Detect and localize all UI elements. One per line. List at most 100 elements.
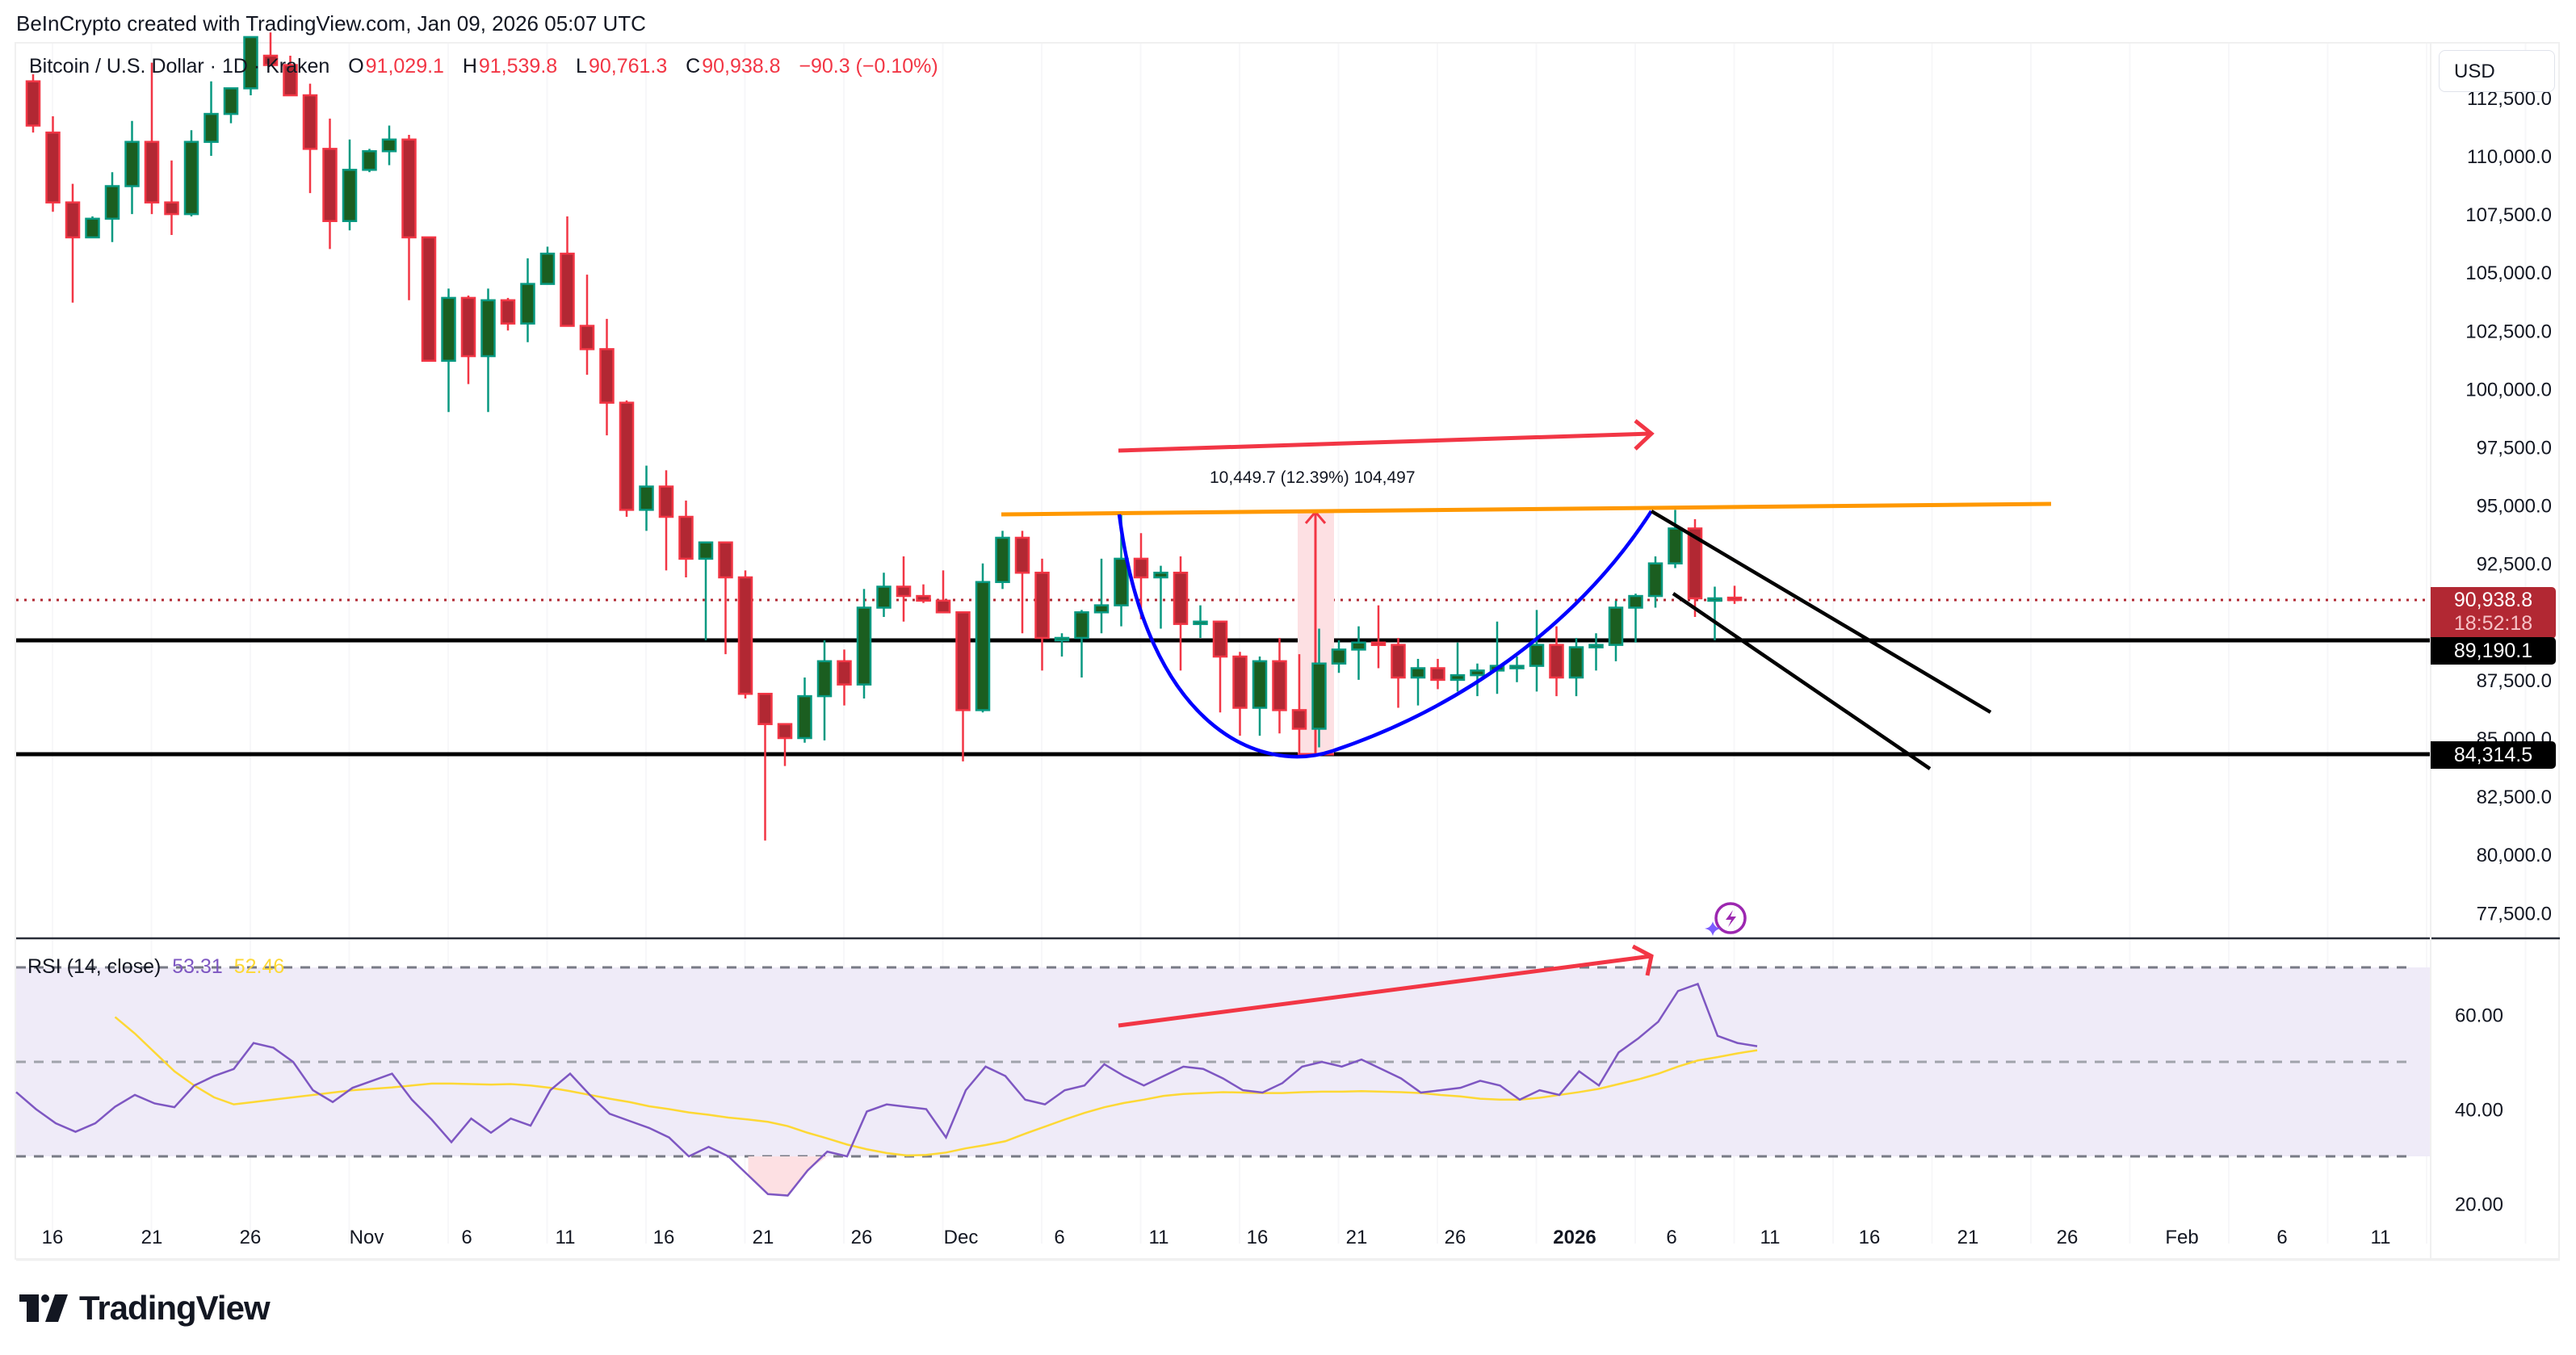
candle bbox=[1608, 600, 1624, 661]
time-tick: 26 bbox=[240, 1227, 262, 1248]
candle bbox=[1568, 637, 1584, 697]
candle bbox=[1410, 658, 1426, 706]
candle bbox=[25, 74, 41, 133]
candle bbox=[975, 563, 991, 713]
rsi-ma-line bbox=[114, 1016, 1758, 1157]
candle bbox=[1370, 605, 1387, 669]
time-tick: 26 bbox=[851, 1227, 873, 1248]
candle bbox=[223, 87, 239, 124]
support-price-tag: 84,314.5 bbox=[2431, 741, 2556, 769]
candle bbox=[678, 500, 694, 578]
candle bbox=[1351, 626, 1366, 680]
currency-button[interactable]: USD bbox=[2439, 50, 2555, 92]
candle bbox=[698, 541, 714, 640]
channel-upper-line[interactable] bbox=[1650, 510, 1992, 714]
candle bbox=[480, 288, 496, 413]
tradingview-logo-icon bbox=[19, 1294, 68, 1322]
candle bbox=[737, 570, 753, 698]
candle bbox=[1252, 657, 1268, 736]
candle bbox=[797, 678, 812, 743]
symbol-title[interactable]: Bitcoin / U.S. Dollar · 1D · Kraken bbox=[29, 55, 330, 78]
candle bbox=[599, 318, 615, 436]
rsi-ma-value: 52.46 bbox=[233, 955, 285, 978]
candle bbox=[1430, 658, 1445, 690]
time-tick: 11 bbox=[2371, 1227, 2391, 1248]
time-tick: 16 bbox=[1859, 1227, 1881, 1248]
candle bbox=[1193, 605, 1208, 638]
channel-lower-line[interactable] bbox=[1672, 592, 1932, 770]
candle bbox=[916, 584, 931, 603]
candle bbox=[1549, 626, 1564, 697]
bar-countdown: 18:52:18 bbox=[2453, 612, 2533, 635]
candle bbox=[560, 216, 575, 327]
price-tick: 77,500.0 bbox=[2477, 903, 2552, 925]
candle bbox=[816, 640, 833, 740]
low-label: L bbox=[576, 55, 587, 78]
candle bbox=[955, 611, 971, 761]
candle bbox=[1391, 637, 1406, 708]
price-axis[interactable]: 112,500.0110,000.0107,500.0105,000.0102,… bbox=[2430, 44, 2552, 1260]
candle bbox=[1509, 657, 1525, 682]
price-tick: 110,000.0 bbox=[2467, 146, 2552, 168]
last-price-tag: 90,938.8 18:52:18 bbox=[2431, 587, 2556, 639]
symbol-legend: Bitcoin / U.S. Dollar · 1D · Kraken O91,… bbox=[29, 55, 940, 78]
price-trend-arrow bbox=[1118, 431, 1652, 453]
candle bbox=[362, 149, 377, 173]
candle bbox=[401, 135, 417, 300]
time-tick: 11 bbox=[1149, 1227, 1169, 1248]
brand-name: TradingView bbox=[79, 1289, 271, 1327]
candle bbox=[1489, 621, 1505, 694]
candle bbox=[639, 465, 654, 531]
candle bbox=[203, 81, 219, 156]
price-tick: 97,500.0 bbox=[2477, 438, 2552, 459]
rsi-legend[interactable]: RSI (14, close) 53.31 52.46 bbox=[27, 955, 284, 979]
price-tick: 102,500.0 bbox=[2465, 321, 2552, 342]
rsi-oversold-fill bbox=[748, 1156, 828, 1196]
ascending-resistance-line[interactable] bbox=[1001, 501, 2052, 517]
candle bbox=[164, 160, 179, 236]
close-value: 90,938.8 bbox=[702, 55, 781, 78]
rsi-trend-arrow bbox=[1118, 954, 1652, 1028]
candle bbox=[1529, 610, 1545, 692]
price-tick: 80,000.0 bbox=[2477, 845, 2552, 866]
time-tick: 21 bbox=[1346, 1227, 1368, 1248]
price-tick: 82,500.0 bbox=[2477, 787, 2552, 808]
price-tick: 92,500.0 bbox=[2477, 554, 2552, 576]
price-arrow-head bbox=[1634, 419, 1655, 451]
rsi-tick: 20.00 bbox=[2455, 1194, 2503, 1216]
lightning-sparkle-icon[interactable] bbox=[1705, 902, 1747, 936]
candle bbox=[1074, 610, 1089, 678]
candle bbox=[421, 236, 437, 363]
rsi-axis[interactable]: 60.00 40.00 20.00 bbox=[2455, 1005, 2503, 1216]
time-axis[interactable]: 16 21 26 Nov 6 11 16 21 26 Dec 6 11 16 21 26 2026 6 11 16 2… bbox=[16, 1227, 2560, 1261]
candle bbox=[1647, 556, 1663, 608]
candle bbox=[65, 183, 81, 303]
candle bbox=[1628, 594, 1643, 643]
candle bbox=[1054, 633, 1070, 657]
candle bbox=[381, 125, 397, 166]
cup-pattern-arc[interactable] bbox=[1117, 510, 1653, 759]
candle bbox=[243, 36, 258, 96]
candle bbox=[539, 246, 556, 285]
candle bbox=[896, 556, 912, 622]
candle bbox=[520, 258, 535, 342]
candle bbox=[1687, 518, 1703, 618]
candles bbox=[25, 32, 1743, 841]
candle bbox=[1331, 640, 1347, 673]
candle bbox=[85, 216, 100, 239]
candle bbox=[460, 296, 476, 384]
tradingview-logo[interactable]: TradingView bbox=[19, 1289, 271, 1328]
candle bbox=[1232, 652, 1248, 736]
candle bbox=[1588, 633, 1604, 671]
candle bbox=[837, 649, 852, 706]
open-label: O bbox=[348, 55, 364, 78]
close-label: C bbox=[686, 55, 701, 78]
candle bbox=[500, 297, 516, 331]
time-tick: 16 bbox=[653, 1227, 675, 1248]
time-tick: 6 bbox=[1054, 1227, 1064, 1248]
candle bbox=[1272, 637, 1287, 734]
time-tick: 16 bbox=[1247, 1227, 1269, 1248]
candle bbox=[1212, 620, 1228, 713]
candle bbox=[1034, 558, 1050, 671]
